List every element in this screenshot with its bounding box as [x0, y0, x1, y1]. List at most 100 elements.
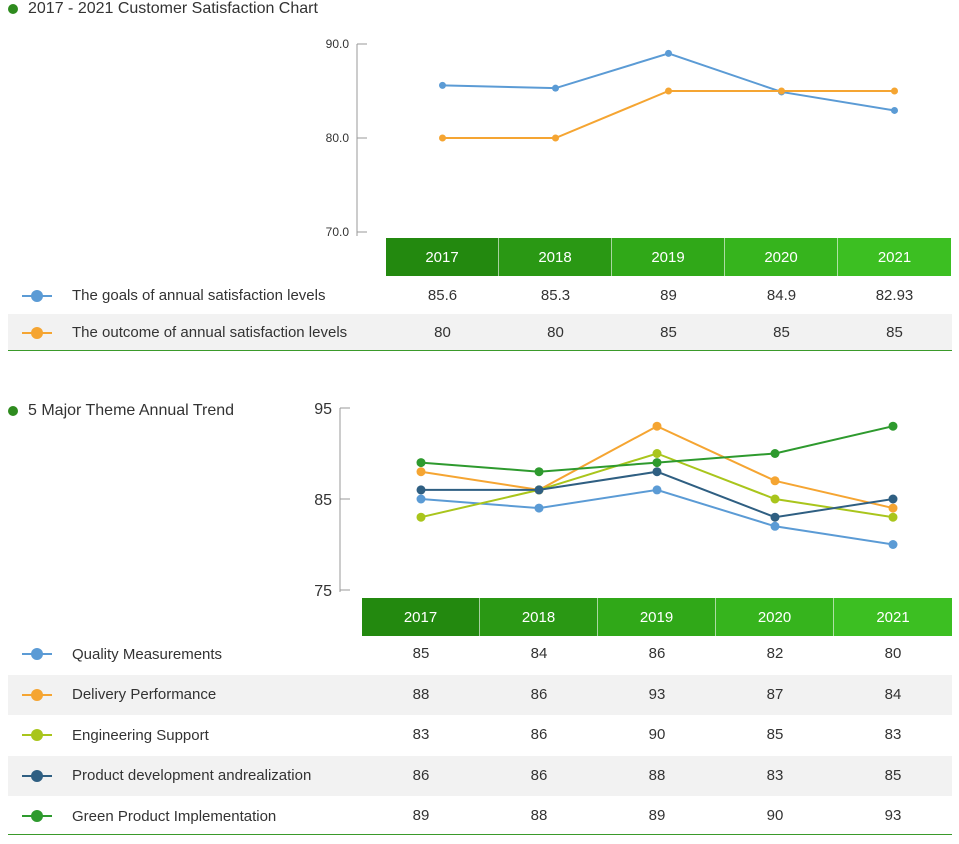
legend-label: Quality Measurements: [72, 645, 223, 663]
legend-marker-icon: [22, 809, 52, 823]
legend-marker-icon: [22, 769, 52, 783]
data-label-2019: 93: [648, 685, 666, 703]
legend-row: The goals of annual satisfaction levels: [8, 277, 952, 314]
data-point-s5-2020: [770, 449, 780, 458]
data-point-s3-2017: [416, 512, 426, 522]
data-label-2020: 84.9: [766, 286, 797, 304]
legend-label: Green Product Implementation: [72, 807, 277, 825]
y-tick-label: 90.0: [326, 37, 350, 51]
legend-label: The outcome of annual satisfaction level…: [72, 324, 348, 341]
year-header-2020: 2020: [716, 598, 834, 636]
data-label-2021: 80: [884, 645, 902, 663]
data-point-s4-2017: [416, 485, 426, 495]
year-header-2020: 2020: [725, 238, 838, 276]
data-point-s5-2019: [652, 458, 662, 468]
year-header-2019: 2019: [612, 238, 725, 276]
legend-row: Product development andrealization: [8, 755, 952, 796]
legend-row: Green Product Implementation: [8, 796, 952, 837]
data-point-s2-2020: [778, 87, 785, 95]
data-label-2017: 85.6: [427, 286, 458, 304]
data-label-2017: 83: [412, 726, 430, 744]
data-label-2018: 86: [530, 685, 548, 703]
data-point-s1-2019: [665, 49, 672, 57]
data-point-s1-2020: [770, 521, 780, 531]
data-point-s1-2021: [888, 540, 898, 549]
chart2-title: 5 Major Theme Annual Trend: [8, 402, 234, 420]
data-label-2021: 85: [884, 766, 902, 784]
data-label-2020: 82: [766, 645, 784, 663]
chart1-title: 2017 - 2021 Customer Satisfaction Chart: [8, 0, 318, 18]
data-point-s2-2019: [665, 87, 672, 95]
data-label-2020: 85: [773, 323, 790, 341]
year-header-2018: 2018: [480, 598, 598, 636]
legend-marker-icon: [22, 326, 52, 340]
legend-marker-icon: [22, 647, 52, 661]
data-label-2017: 85: [412, 645, 430, 663]
y-tick-label: 75: [314, 583, 332, 600]
data-label-2019: 86: [648, 645, 666, 663]
data-point-s4-2020: [770, 512, 780, 522]
data-point-s1-2018: [552, 84, 559, 92]
data-label-2021: 82.93: [875, 286, 914, 304]
data-point-s5-2018: [534, 467, 544, 477]
legend-row: Quality Measurements: [8, 634, 952, 675]
legend-row: The outcome of annual satisfaction level…: [8, 314, 952, 351]
data-label-2017: 80: [434, 323, 451, 341]
data-point-s2-2020: [770, 476, 780, 486]
legend-row: Delivery Performance: [8, 674, 952, 715]
data-label-2021: 85: [886, 323, 903, 341]
data-point-s2-2017: [439, 134, 446, 142]
data-point-s1-2017: [416, 494, 426, 504]
legend-label: Delivery Performance: [72, 686, 217, 704]
legend-label: The goals of annual satisfaction levels: [72, 287, 326, 304]
data-label-2018: 88: [530, 807, 548, 825]
legend-row: Engineering Support: [8, 715, 952, 756]
year-header-2019: 2019: [598, 598, 716, 636]
year-header-2018: 2018: [499, 238, 612, 276]
data-point-s4-2018: [534, 485, 544, 495]
data-point-s3-2021: [888, 512, 898, 522]
data-label-2020: 90: [766, 807, 784, 825]
legend-marker-icon: [22, 728, 52, 742]
data-label-2018: 86: [530, 726, 548, 744]
data-label-2017: 89: [412, 807, 430, 825]
data-point-s3-2019: [652, 449, 662, 458]
data-point-s2-2019: [652, 421, 662, 431]
legend-marker-icon: [22, 688, 52, 702]
y-tick-label: 95: [314, 401, 332, 418]
data-point-s2-2017: [416, 467, 426, 477]
data-label-2019: 88: [648, 766, 666, 784]
data-point-s5-2021: [888, 421, 898, 431]
data-point-s1-2019: [652, 485, 662, 495]
data-point-s5-2017: [416, 458, 426, 468]
chart2-title-text: 5 Major Theme Annual Trend: [28, 402, 235, 419]
y-tick-label: 70.0: [326, 225, 350, 239]
data-label-2020: 85: [766, 726, 784, 744]
y-tick-label: 85: [314, 492, 332, 509]
legend-label: Product development andrealization: [72, 767, 312, 785]
data-point-s3-2020: [770, 494, 780, 504]
data-label-2018: 85.3: [540, 286, 571, 304]
legend-marker-icon: [22, 289, 52, 303]
chart2-year-header: 2017 2018 2019 2020 2021: [362, 598, 952, 636]
data-label-2018: 84: [530, 645, 548, 663]
data-point-s1-2017: [439, 81, 446, 89]
year-header-2017: 2017: [362, 598, 480, 636]
data-label-2019: 89: [660, 286, 677, 304]
year-header-2021: 2021: [834, 598, 952, 636]
series-line-4: [421, 470, 894, 519]
data-label-2021: 83: [884, 726, 902, 744]
chart1-year-header: 2017 2018 2019 2020 2021: [386, 238, 951, 276]
data-label-2020: 87: [766, 685, 784, 703]
data-point-s2-2021: [888, 503, 898, 513]
title-bullet-icon: [8, 406, 18, 416]
chart1-title-text: 2017 - 2021 Customer Satisfaction Chart: [28, 0, 318, 17]
data-label-2018: 86: [530, 766, 548, 784]
data-label-2017: 88: [412, 685, 430, 703]
data-label-2020: 83: [766, 766, 784, 784]
data-point-s2-2021: [891, 87, 898, 95]
year-header-2017: 2017: [386, 238, 499, 276]
chart2-bottom-rule: [8, 834, 952, 835]
title-bullet-icon: [8, 4, 18, 14]
